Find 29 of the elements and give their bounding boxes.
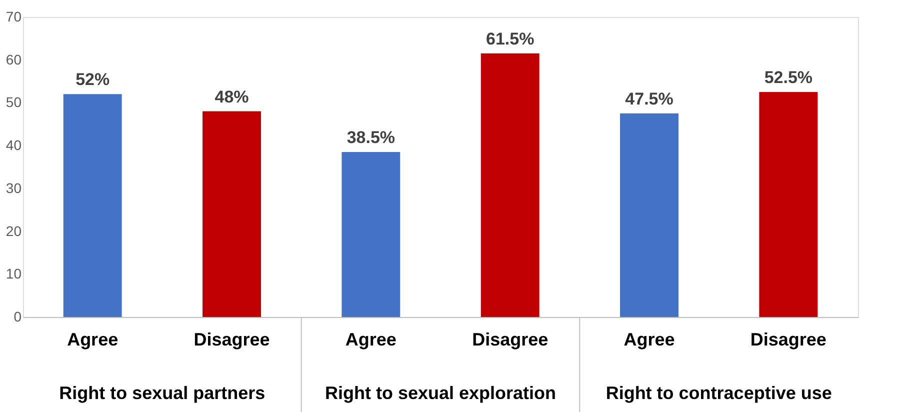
data-label: 52% <box>76 70 110 90</box>
bar <box>620 113 678 317</box>
y-tick-label: 60 <box>6 51 22 68</box>
data-label: 61.5% <box>486 29 534 48</box>
y-tick-label: 10 <box>6 266 22 282</box>
bar <box>342 152 400 317</box>
data-label: 38.5% <box>346 128 396 147</box>
y-tick-label: 20 <box>6 222 22 239</box>
data-label: 47.5% <box>625 89 674 108</box>
x-tick-label: Disagree <box>472 330 548 350</box>
x-tick-label: Agree <box>67 330 118 350</box>
x-tick-label: Disagree <box>194 330 270 350</box>
y-tick-label: 50 <box>6 94 22 110</box>
bar <box>202 111 261 317</box>
text: Right to contraceptive use <box>606 383 832 403</box>
y-tick-label: 70 <box>6 8 22 24</box>
text: Right to sexual exploration <box>324 383 556 403</box>
x-tick-label: Agree <box>624 330 675 350</box>
y-tick-label: 40 <box>6 137 22 154</box>
x-tick-label: Disagree <box>750 330 826 350</box>
bar <box>759 92 818 317</box>
bar <box>63 94 122 317</box>
bar <box>480 53 540 317</box>
data-label: 48% <box>214 87 249 106</box>
data-label: 52.5% <box>764 68 813 87</box>
x-tick-label: Agree <box>345 330 396 350</box>
y-tick-label: 0 <box>14 308 22 324</box>
y-tick-label: 30 <box>6 180 22 196</box>
text: Right to sexual partners <box>59 383 266 403</box>
